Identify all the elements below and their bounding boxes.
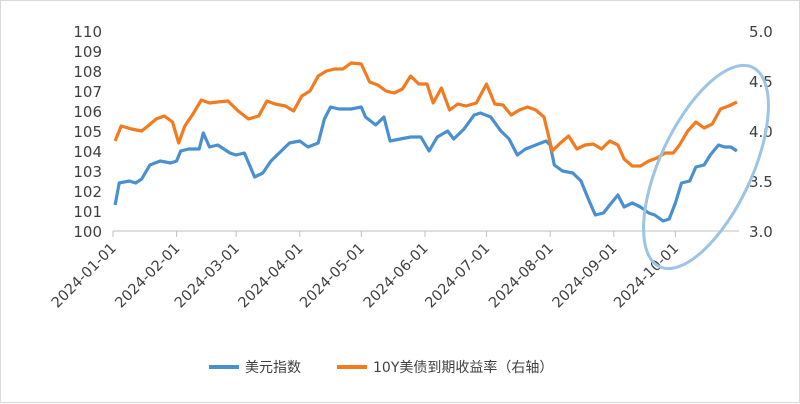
left-tick-label: 101	[73, 203, 102, 221]
x-tick-label: 2024-09-01	[550, 241, 621, 312]
right-y-axis: 3.03.54.04.55.0	[749, 23, 773, 241]
x-axis: 2024-01-012024-02-012024-03-012024-04-01…	[49, 231, 682, 311]
highlight-ellipse	[642, 63, 770, 271]
legend-label-treasury-10y: 10Y美债到期收益率（右轴）	[373, 359, 553, 376]
right-tick-label: 5.0	[749, 23, 773, 41]
left-tick-label: 107	[73, 83, 102, 101]
legend-label-usd-index: 美元指数	[245, 360, 301, 376]
series-layer	[113, 61, 738, 223]
treasury-10y-yield-line	[113, 61, 738, 168]
x-tick-label: 2024-07-01	[422, 241, 493, 312]
left-tick-label: 104	[73, 143, 102, 161]
left-tick-label: 102	[73, 183, 102, 201]
left-tick-label: 105	[73, 123, 102, 141]
x-tick-label: 2024-08-01	[486, 241, 557, 312]
right-tick-label: 3.0	[749, 223, 773, 241]
left-tick-label: 108	[73, 63, 102, 81]
x-tick-label: 2024-01-01	[49, 241, 120, 312]
left-tick-label: 106	[73, 103, 102, 121]
usd-index-line	[113, 105, 738, 223]
left-tick-label: 103	[73, 163, 102, 181]
x-tick-label: 2024-06-01	[361, 241, 432, 312]
right-tick-label: 3.5	[749, 173, 773, 191]
left-tick-label: 109	[73, 43, 102, 61]
left-tick-label: 100	[73, 223, 102, 241]
legend: 美元指数 10Y美债到期收益率（右轴）	[209, 359, 553, 376]
left-y-axis: 100 101 102 103 104 105 106 107 108 109 110	[73, 23, 102, 241]
left-tick-label: 110	[73, 23, 102, 41]
x-tick-label: 2024-05-01	[297, 241, 368, 312]
right-tick-label: 4.0	[749, 123, 773, 141]
x-tick-label: 2024-04-01	[236, 241, 307, 312]
